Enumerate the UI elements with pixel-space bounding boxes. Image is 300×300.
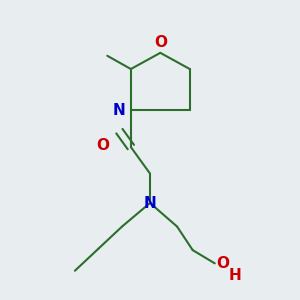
Text: O: O [216, 256, 229, 271]
Text: H: H [229, 268, 242, 283]
Text: N: N [144, 196, 156, 211]
Text: N: N [112, 103, 125, 118]
Text: O: O [96, 138, 109, 153]
Text: O: O [154, 35, 167, 50]
